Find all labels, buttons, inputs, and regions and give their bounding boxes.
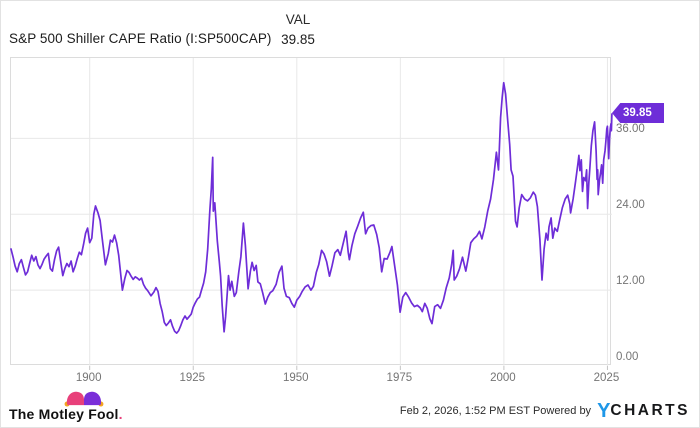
ycharts-logo-y: Y [597,400,611,422]
y-axis-label: 24.00 [616,199,645,212]
motley-fool-logo[interactable]: The Motley Fool. [9,389,159,423]
x-axis-label: 2000 [490,372,516,384]
footer-attribution: Feb 2, 2026, 1:52 PM EST Powered by Y CH… [399,400,690,422]
ycharts-logo-charts: CHARTS [610,402,690,419]
val-column-header: VAL [285,12,311,27]
y-axis-label: 0.00 [616,351,639,363]
footer-timestamp: Feb 2, 2026, 1:52 PM EST Powered by [399,405,592,417]
plot-area [10,57,613,370]
last-value-label: 39.85 [623,106,652,119]
jester-cap-icon [64,391,104,407]
cape-ratio-series [10,81,613,334]
x-axis-label: 2025 [593,372,620,384]
x-axis-label: 1900 [75,372,102,384]
cape-ratio-line-chart [10,58,613,370]
x-axis-label: 1975 [386,372,413,384]
chart-title: S&P 500 Shiller CAPE Ratio (I:SP500CAP) [9,31,272,46]
y-axis-label: 12.00 [616,275,645,288]
last-value-tag: 39.85 [612,102,664,123]
x-axis-label: 1950 [282,372,309,384]
motley-fool-wordmark: The Motley Fool. [9,406,123,422]
val-column-value: 39.85 [281,32,315,47]
motley-fool-period: . [118,406,123,422]
x-axis-label: 1925 [179,372,206,384]
ycharts-logo[interactable]: Y CHARTS [597,400,690,422]
y-axis-label: 36.00 [616,123,645,136]
